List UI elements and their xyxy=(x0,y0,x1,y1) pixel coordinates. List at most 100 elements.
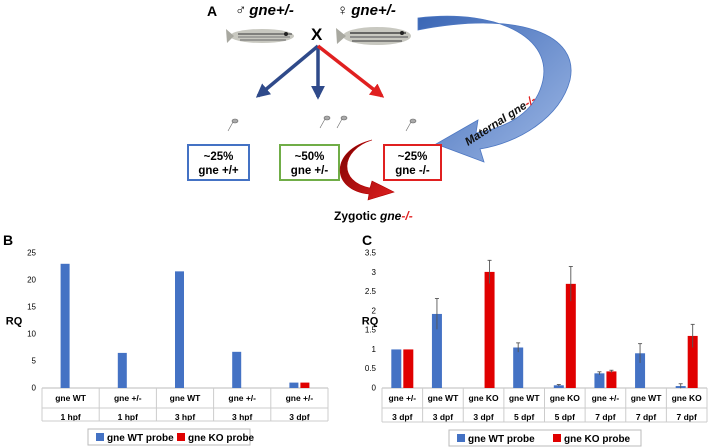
legend-swatch xyxy=(96,433,104,441)
x-category-time-label: 7 dpf xyxy=(677,412,697,422)
panel-a: A ♂ gne+/- ♀ gne+/- X xyxy=(187,2,572,223)
male-fish-image xyxy=(226,29,294,43)
bar xyxy=(232,351,242,388)
arrow-to-ko xyxy=(316,44,385,98)
cross-symbol: X xyxy=(311,25,323,44)
y-axis-label: RQ xyxy=(6,316,23,328)
bar xyxy=(553,385,564,388)
bar xyxy=(594,373,605,388)
bar xyxy=(60,263,70,388)
bar xyxy=(175,271,184,388)
legend-swatch xyxy=(457,434,465,442)
x-category-time-label: 3 dpf xyxy=(473,412,493,422)
y-axis-label: RQ xyxy=(362,316,379,328)
y-tick-label: 1.5 xyxy=(365,326,377,335)
x-category-probe-label: gne WT xyxy=(509,393,540,403)
x-category-time-label: 1 hpf xyxy=(60,412,80,422)
y-tick-label: 0.5 xyxy=(365,364,377,373)
x-category-time-label: 5 dpf xyxy=(514,412,534,422)
legend-box xyxy=(87,428,251,446)
y-tick-label: 10 xyxy=(27,330,36,339)
x-category-probe-label: gne KO xyxy=(672,393,703,403)
female-genotype: gne xyxy=(350,2,378,19)
zygotic-label: Zygotic gne-/- xyxy=(334,209,413,223)
bar xyxy=(484,271,495,388)
x-category-time-label: 5 dpf xyxy=(555,412,575,422)
x-category-probe-label: gne WT xyxy=(631,393,662,403)
y-tick-label: 2.5 xyxy=(365,287,377,296)
box-wt-genotype: gne +/+ xyxy=(198,165,239,177)
x-category-time-label: 3 dpf xyxy=(433,412,453,422)
x-category-probe-label: gne +/- xyxy=(114,393,142,403)
x-category-probe-label: gne WT xyxy=(170,393,201,403)
y-tick-label: 1 xyxy=(372,345,377,354)
female-symbol: ♀ xyxy=(336,2,347,19)
panel-c-letter: C xyxy=(362,232,372,248)
y-tick-label: 5 xyxy=(32,357,37,366)
female-label: ♀ gne+/- xyxy=(336,2,396,19)
chart-c: 0 0.5 1 1.5 2 2.5 3 3.5 RQ gne +/- 3 dpf gne WT 3 dp… xyxy=(362,249,708,447)
bar xyxy=(403,349,414,388)
larvae-images xyxy=(227,115,417,132)
x-category-probe-label: gne KO xyxy=(550,393,581,403)
box-het-pct: ~50% xyxy=(295,151,325,163)
x-category-time-label: 3 dpf xyxy=(392,412,412,422)
x-category-probe-label: gne +/- xyxy=(228,393,256,403)
bar xyxy=(391,349,402,388)
female-suffix: +/- xyxy=(378,2,396,19)
panel-a-letter: A xyxy=(207,3,217,19)
x-category-time-label: 3 hpf xyxy=(175,412,195,422)
y-tick-label: 20 xyxy=(27,276,36,285)
male-label: ♂ gne+/- xyxy=(234,2,294,19)
x-category-probe-label: gne +/- xyxy=(388,393,416,403)
bar xyxy=(513,347,524,388)
y-tick-label: 0 xyxy=(372,384,377,393)
bar xyxy=(300,382,310,388)
bar xyxy=(431,313,442,388)
legend-swatch xyxy=(177,433,185,441)
y-tick-label: 25 xyxy=(27,249,36,258)
x-category-time-label: 3 hpf xyxy=(232,412,252,422)
legend-label: gne KO probe xyxy=(564,434,631,445)
y-tick-label: 0 xyxy=(32,384,37,393)
x-category-probe-label: gne WT xyxy=(428,393,459,403)
x-category-time-label: 7 dpf xyxy=(595,412,615,422)
legend-label: gne KO probe xyxy=(188,433,255,444)
zygotic-arrow xyxy=(339,139,395,201)
x-category-probe-label: gne +/- xyxy=(286,393,314,403)
y-tick-label: 3 xyxy=(372,268,377,277)
box-ko-pct: ~25% xyxy=(398,151,428,163)
genotype-box-het: ~50% gne +/- xyxy=(279,144,340,181)
legend-swatch xyxy=(553,434,561,442)
genotype-box-ko: ~25% gne -/- xyxy=(383,144,442,181)
x-category-time-label: 7 dpf xyxy=(636,412,656,422)
female-fish-image xyxy=(336,27,411,45)
panel-b-letter: B xyxy=(3,232,13,248)
male-suffix: +/- xyxy=(276,2,294,19)
legend-label: gne WT probe xyxy=(468,434,535,445)
bar xyxy=(565,283,576,388)
legend-label: gne WT probe xyxy=(107,433,174,444)
y-tick-label: 3.5 xyxy=(365,249,377,258)
x-category-time-label: 3 dpf xyxy=(289,412,309,422)
box-het-genotype: gne +/- xyxy=(291,165,329,177)
chart-b: 0 5 10 15 20 25 RQ gne WT 1 hpf gne +/- 1 hpf gne W… xyxy=(6,249,329,446)
male-genotype: gne xyxy=(248,2,276,19)
bar xyxy=(289,382,299,388)
x-category-time-label: 1 hpf xyxy=(118,412,138,422)
x-category-probe-label: gne KO xyxy=(468,393,499,403)
maternal-arrow: Maternal gne-/- xyxy=(417,15,572,163)
arrow-to-wt xyxy=(255,44,320,98)
y-tick-label: 15 xyxy=(27,303,36,312)
genotype-box-wt: ~25% gne +/+ xyxy=(187,144,250,181)
male-symbol: ♂ xyxy=(234,2,245,19)
box-wt-pct: ~25% xyxy=(204,151,234,163)
x-category-probe-label: gne +/- xyxy=(592,393,620,403)
bar xyxy=(635,353,646,388)
x-category-probe-label: gne WT xyxy=(55,393,86,403)
y-tick-label: 2 xyxy=(372,306,377,315)
bar xyxy=(606,371,617,388)
bar xyxy=(687,335,698,388)
box-ko-genotype: gne -/- xyxy=(395,165,430,177)
